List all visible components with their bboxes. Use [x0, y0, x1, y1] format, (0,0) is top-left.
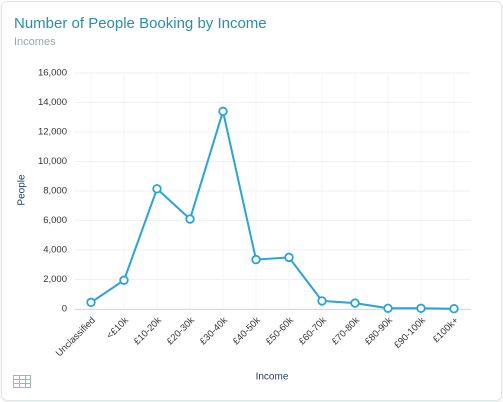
x-tick-label: £10-20k — [132, 315, 164, 347]
x-tick-label: £90-100k — [392, 315, 428, 351]
marker — [416, 303, 426, 313]
marker — [185, 214, 195, 224]
y-tick-label: 10,000 — [38, 156, 67, 167]
marker — [383, 303, 393, 313]
x-tick-label: £80-90k — [363, 315, 395, 347]
marker — [218, 106, 228, 117]
y-tick-label: 2,000 — [43, 274, 67, 285]
x-tick-label: Unclassified — [54, 315, 98, 359]
x-tick-label: £30-40k — [198, 315, 230, 347]
x-tick-label: £70-80k — [330, 315, 362, 347]
x-tick-label: £100k+ — [431, 315, 461, 345]
marker — [86, 297, 96, 308]
table-icon[interactable] — [13, 375, 31, 388]
marker — [284, 252, 294, 263]
chart-subtitle: Incomes — [14, 36, 56, 48]
y-tick-label: 16,000 — [38, 68, 67, 79]
y-tick-label: 0 — [62, 304, 67, 315]
marker — [119, 275, 129, 285]
y-axis-title: People — [17, 174, 28, 206]
y-tick-label: 6,000 — [43, 215, 67, 226]
marker — [350, 298, 360, 308]
marker — [251, 254, 261, 265]
x-tick-label: £40-50k — [231, 315, 263, 347]
marker — [317, 296, 327, 306]
y-tick-label: 14,000 — [38, 97, 67, 108]
x-axis-title: Income — [256, 372, 289, 383]
x-tick-label: £20-30k — [165, 315, 197, 347]
line — [90, 107, 455, 310]
x-tick-label: £60-70k — [297, 315, 329, 347]
chart-title: Number of People Booking by Income — [14, 15, 267, 32]
marker — [449, 304, 459, 314]
y-tick-label: 12,000 — [38, 127, 67, 138]
marker — [152, 184, 162, 194]
y-tick-label: 4,000 — [43, 245, 67, 256]
x-tick-label: <£10k — [105, 315, 131, 341]
x-tick-label: £50-60k — [264, 315, 296, 347]
y-tick-label: 8,000 — [43, 186, 67, 197]
